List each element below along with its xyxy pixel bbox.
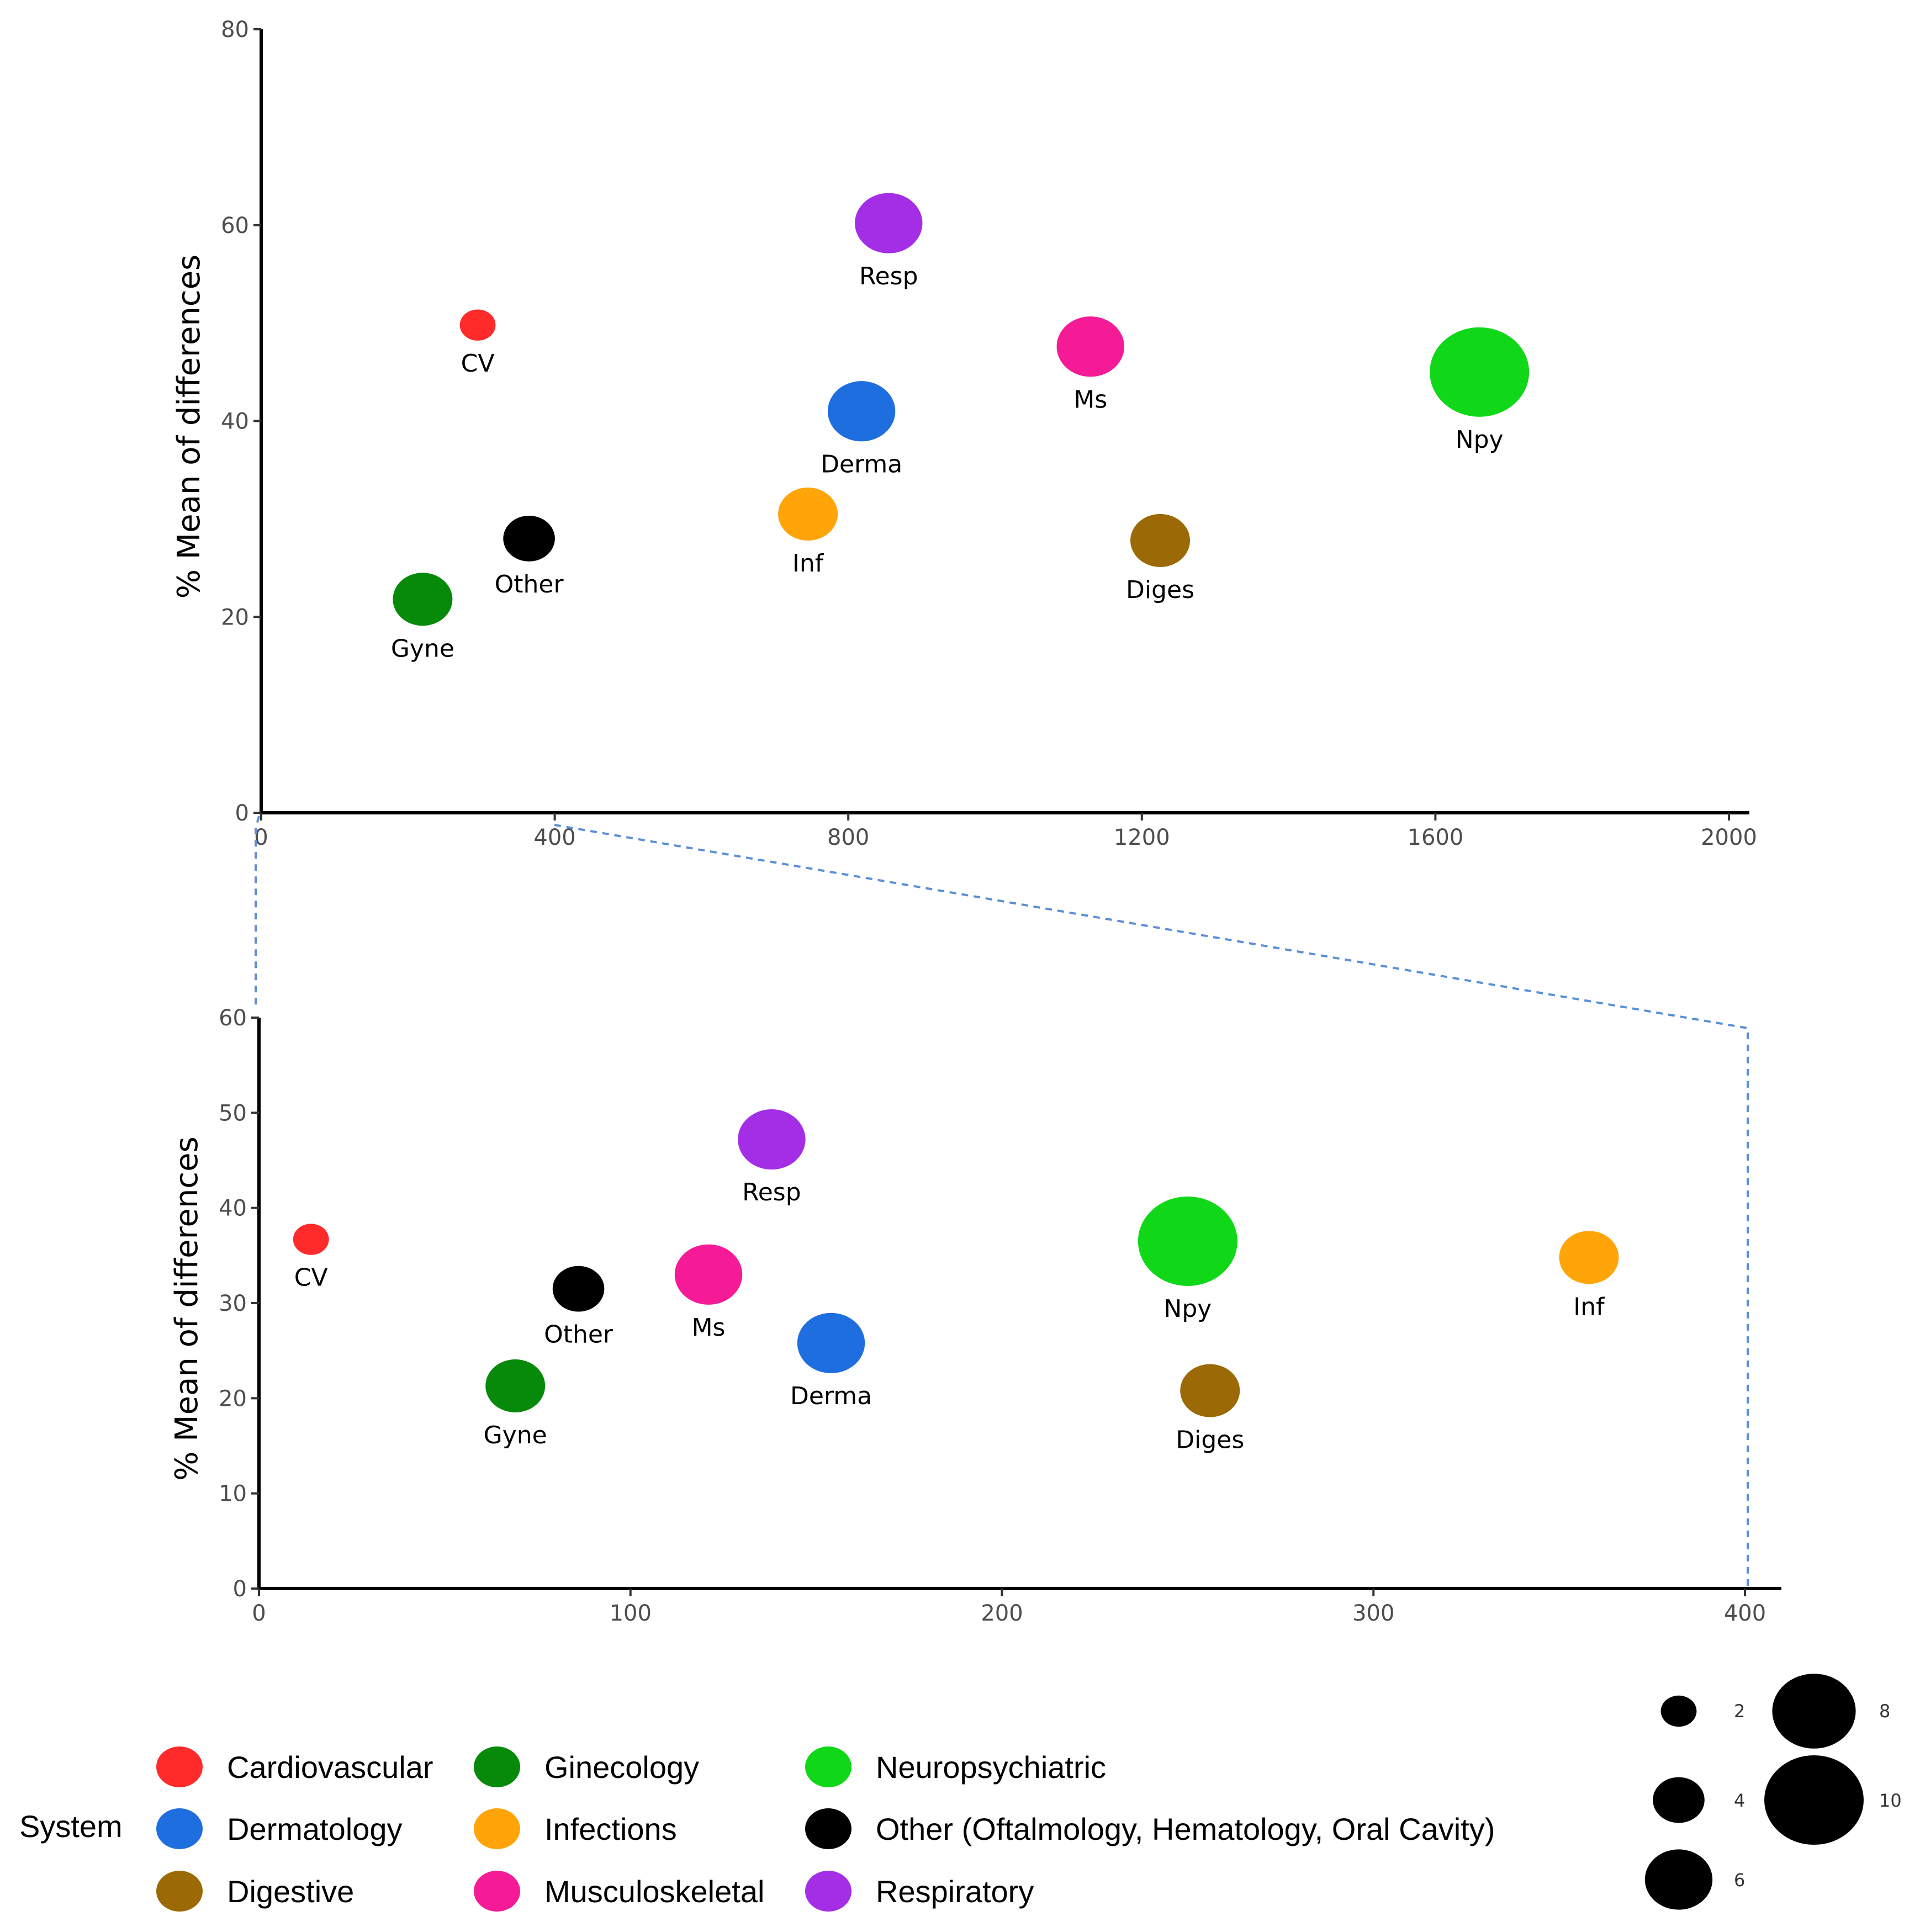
legend-label: Cardiovascular [227,1750,433,1785]
bubble-other [503,515,555,562]
legend-title: System [19,1809,123,1844]
bubble-resp [855,193,923,253]
x-tick-label: 300 [1352,1601,1394,1626]
bubble-label-npy: Npy [1456,426,1504,454]
y-tick-label: 60 [221,213,249,239]
bubble-diges [1180,1364,1240,1417]
x-tick-label: 100 [610,1601,652,1626]
bubble-diges [1130,514,1191,567]
bubble-ms [674,1244,743,1305]
bubble-cv [293,1224,329,1255]
bubble-inf [1559,1231,1619,1284]
x-tick-label: 400 [1724,1601,1766,1626]
y-tick-label: 30 [219,1291,247,1316]
size-legend: 2 4 6 8 10 [1644,1674,1902,1910]
legend-key-respiratory [805,1871,851,1912]
legend-label: Neuropsychiatric [876,1750,1106,1785]
bubble-label-diges: Diges [1176,1426,1244,1454]
x-tick-label: 1600 [1408,825,1464,850]
bubble-derma [827,381,896,442]
y-tick-label: 20 [221,605,249,630]
x-tick-label: 2000 [1701,825,1757,850]
legend-key-musculoskeletal [474,1871,520,1912]
legend-key-infections [474,1808,520,1849]
zoom-connector-right [554,824,1749,1589]
bubble-label-cv: CV [294,1264,328,1292]
legend-key-cardiovascular [156,1746,203,1787]
x-tick-label: 1200 [1114,825,1170,850]
y-tick-label: 80 [221,17,249,43]
y-tick-label: 0 [235,801,249,826]
y-tick-label: 0 [233,1576,247,1602]
y-tick-label: 50 [219,1100,247,1126]
system-legend: System Cardiovascular Dermatology Digestive… [19,1746,1495,1912]
bubble-cv [459,309,496,341]
x-tick-label: 400 [533,825,575,850]
y-tick-label: 20 [219,1386,247,1411]
bubble-ms [1056,316,1124,377]
bubble-label-resp: Resp [742,1178,801,1206]
y-tick-label: 40 [219,1196,247,1221]
x-tick-label: 800 [827,825,869,850]
bubble-npy [1138,1196,1237,1286]
legend-key-dermatology [156,1808,203,1849]
bubble-label-npy: Npy [1163,1295,1212,1323]
y-tick-label: 40 [221,409,249,435]
x-tick-label: 0 [252,1601,266,1626]
bubble-label-gyne: Gyne [391,634,454,663]
legend-label: Musculoskeletal [544,1874,764,1909]
bubble-label-resp: Resp [859,262,918,290]
zoom-connector [255,816,1749,1589]
size-key-label: 2 [1734,1701,1745,1722]
bubble-gyne [393,573,453,626]
size-key-6 [1644,1849,1713,1910]
y-tick-label: 60 [219,1005,247,1031]
zoom-connector-left [255,816,260,1005]
bubble-label-ms: Ms [692,1314,726,1342]
bubble-npy [1430,327,1530,417]
legend-key-neuropsychiatric [805,1746,851,1787]
size-key-label: 6 [1734,1870,1745,1891]
legend-label: Ginecology [544,1750,699,1785]
bottom-panel: 0 10 20 30 40 50 60 0 100 200 300 400 % Mean of diff… [169,1005,1781,1626]
bubble-label-inf: Inf [792,549,824,578]
size-key-4 [1653,1777,1705,1823]
y-axis-title: % Mean of differences [169,1136,205,1480]
legend-label: Dermatology [227,1812,402,1846]
legend-key-digestive [156,1871,203,1912]
bubble-label-other: Other [495,570,564,599]
bubble-label-cv: CV [461,350,495,378]
bubble-label-inf: Inf [1573,1293,1605,1321]
x-tick-label: 200 [981,1601,1023,1626]
bubble-gyne [485,1359,546,1412]
bubble-other [552,1266,605,1312]
size-key-8 [1772,1674,1856,1749]
size-key-10 [1764,1755,1864,1845]
legend-label: Other (Oftalmology, Hematology, Oral Cav… [876,1812,1495,1846]
legend-key-ginecology [474,1746,520,1787]
y-tick-label: 10 [219,1481,247,1507]
size-key-label: 4 [1734,1790,1745,1811]
legend-label: Respiratory [876,1874,1034,1909]
bubble-inf [778,488,838,541]
bubble-derma [797,1312,865,1373]
y-axis-title: % Mean of differences [171,255,207,599]
legend-key-other [805,1808,851,1849]
legend-label: Infections [544,1812,677,1846]
legend-label: Digestive [227,1874,354,1909]
bubble-label-derma: Derma [821,450,902,478]
bubble-label-gyne: Gyne [484,1421,547,1449]
size-key-label: 8 [1879,1701,1890,1722]
bubble-resp [738,1109,806,1170]
bubble-label-other: Other [544,1321,613,1349]
size-key-label: 10 [1879,1790,1902,1811]
size-key-2 [1660,1695,1697,1727]
bubble-label-diges: Diges [1126,576,1194,604]
bubble-label-derma: Derma [790,1382,872,1410]
bubble-label-ms: Ms [1073,385,1107,414]
